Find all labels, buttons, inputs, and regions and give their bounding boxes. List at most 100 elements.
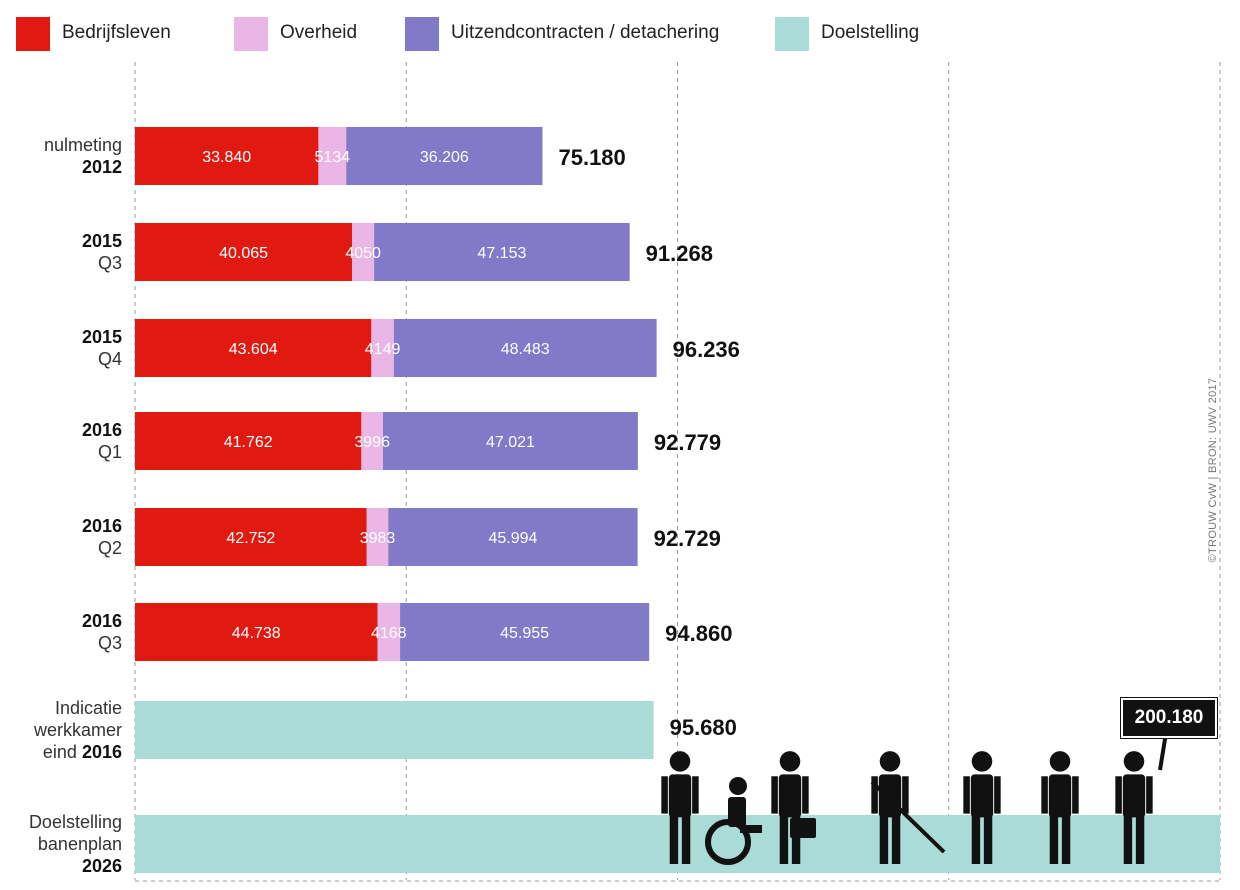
person-helper-icon-arm-left [661,776,668,814]
legend: Bedrijfsleven Overheid Uitzendcontracten… [0,0,1240,64]
total-label-2016-q2: 92.729 [653,526,721,551]
category-label-doelstelling-2026-line-0: Doelstelling [28,812,122,832]
person-standing-icon-arm-right [994,776,1001,814]
person-standing-icon-torso [970,774,994,818]
bar-label-nulmeting-2012-seg-1: 5134 [314,149,351,166]
bar-label-2015-q4-seg-1: 4149 [364,341,401,358]
person-briefcase-icon-torso [778,774,802,818]
person-helper-icon-leg-left [669,815,679,864]
person-walking-icon [1041,751,1079,864]
legend-label-overheid: Overheid [280,22,358,43]
person-sweeping-icon-leg-left [879,815,889,864]
bar-2016-q3-seg-1 [377,603,401,661]
bar-label-2016-q3-seg-2: 45.955 [500,625,550,642]
person-sweeping-icon-arm-right [902,776,909,814]
person-helper-icon-head [669,751,691,772]
person-helper-icon-torso [668,774,692,818]
person-standing-icon [963,751,1001,864]
person-sweeping-icon-arm-left [871,776,878,814]
person-helper-icon-arm-right [692,776,699,814]
people-working-illustration [661,732,1168,865]
bar-label-2015-q3-seg-0: 40.065 [219,245,269,262]
bar-label-2016-q1-seg-1: 3996 [354,434,390,451]
wheelchair-person-legs-icon [740,825,762,833]
bar-2015-q3-seg-0 [135,223,353,281]
category-label-2016-q3-line-1: Q3 [97,633,122,653]
bar-2016-q1-seg-0 [135,412,362,470]
person-sweeping-icon-head [879,751,901,772]
bar-label-2015-q4-seg-0: 43.604 [228,341,278,358]
bar-2016-q3-seg-0 [135,603,378,661]
bar-label-2016-q1-seg-2: 47.021 [485,434,535,451]
bar-2015-q4-seg-1 [371,319,394,377]
person-walking-icon-arm-left [1041,776,1048,814]
bar-label-2015-q3-seg-2: 47.153 [477,245,527,262]
bar-2015-q4-seg-0 [135,319,372,377]
category-label-2016-q3-line-0: 2016 [81,611,122,631]
bar-indicatie-2016-seg-0 [135,701,654,759]
total-label-2016-q1: 92.779 [653,430,722,455]
person-briefcase-icon-leg-right [791,815,801,864]
category-label-2016-q1-line-0: 2016 [81,420,122,440]
person-helper-icon-leg-right [681,815,691,864]
person-standing-icon-leg-left [971,815,981,864]
category-label-2015-q4-line-0: 2015 [81,327,122,347]
broom-icon [870,780,946,854]
person-sign-holder-icon-head [1123,751,1145,772]
legend-swatch-bedrijfsleven [16,17,50,51]
person-standing-icon-leg-right [983,815,993,864]
person-sign-holder-icon [1115,751,1153,864]
person-briefcase-icon-head [779,751,801,772]
person-sign-holder-icon-leg-left [1123,815,1133,864]
credit-text: ©TROUW CvW | BRON: UWV 2017 [1207,377,1219,563]
category-label-2015-q3-line-1: Q3 [97,253,122,273]
total-label-2015-q3: 91.268 [645,241,713,266]
category-label-2016-q1-line-1: Q1 [97,442,122,462]
category-label-indicatie-2016-line-1: werkkamer [33,720,122,740]
legend-label-doelstelling: Doelstelling [821,22,920,43]
bar-2015-q4-seg-2 [393,319,657,377]
bar-2016-q1-seg-1 [361,412,384,470]
person-briefcase-icon-arm-left [771,776,778,814]
category-label-nulmeting-2012-line-1: 2012 [81,157,122,177]
bar-label-nulmeting-2012-seg-0: 33.840 [202,149,252,166]
person-briefcase-icon-arm-right [802,776,809,814]
legend-label-uitzend: Uitzendcontracten / detachering [451,22,720,43]
bar-nulmeting-2012-seg-0 [135,127,319,185]
person-standing-icon-arm-left [963,776,970,814]
person-sign-holder-icon-leg-right [1135,815,1145,864]
bar-label-2015-q3-seg-1: 4050 [345,245,381,262]
person-walking-icon-torso [1048,774,1072,818]
category-label-indicatie-2016-line-0: Indicatie [54,698,122,718]
bar-2016-q2-seg-0 [135,508,367,566]
person-standing-icon-head [971,751,993,772]
bar-label-2016-q2-seg-0: 42.752 [226,530,276,547]
bar-nulmeting-2012-seg-2 [346,127,543,185]
category-label-doelstelling-2026-line-2: 2026 [81,856,122,876]
legend-swatch-uitzend [405,17,439,51]
person-walking-icon-head [1049,751,1071,772]
person-sweeping-icon-torso [878,774,902,818]
bar-2015-q3-seg-1 [352,223,375,281]
category-label-indicatie-2016-line-2: eind 2016 [42,742,122,762]
person-walking-icon-leg-right [1061,815,1071,864]
person-sweeping-icon-leg-right [891,815,901,864]
total-label-2015-q4: 96.236 [672,337,740,362]
category-label-doelstelling-2026-line-1: banenplan [37,834,122,854]
bar-label-2015-q4-seg-2: 48.483 [500,341,550,358]
total-label-indicatie-2016: 95.680 [669,715,737,740]
person-briefcase-icon [771,751,809,864]
person-walking-icon-leg-left [1049,815,1059,864]
briefcase-icon [790,818,816,838]
person-briefcase-icon-leg-left [779,815,789,864]
person-walking-icon-arm-right [1072,776,1079,814]
total-label-nulmeting-2012: 75.180 [558,145,626,170]
legend-swatch-doelstelling [775,17,809,51]
category-label-nulmeting-2012-line-0: nulmeting [43,135,122,155]
legend-swatch-overheid [234,17,268,51]
bar-nulmeting-2012-seg-1 [318,127,347,185]
bar-label-2016-q1-seg-0: 41.762 [223,434,273,451]
person-sign-holder-icon-torso [1122,774,1146,818]
person-helper-icon [661,751,699,864]
